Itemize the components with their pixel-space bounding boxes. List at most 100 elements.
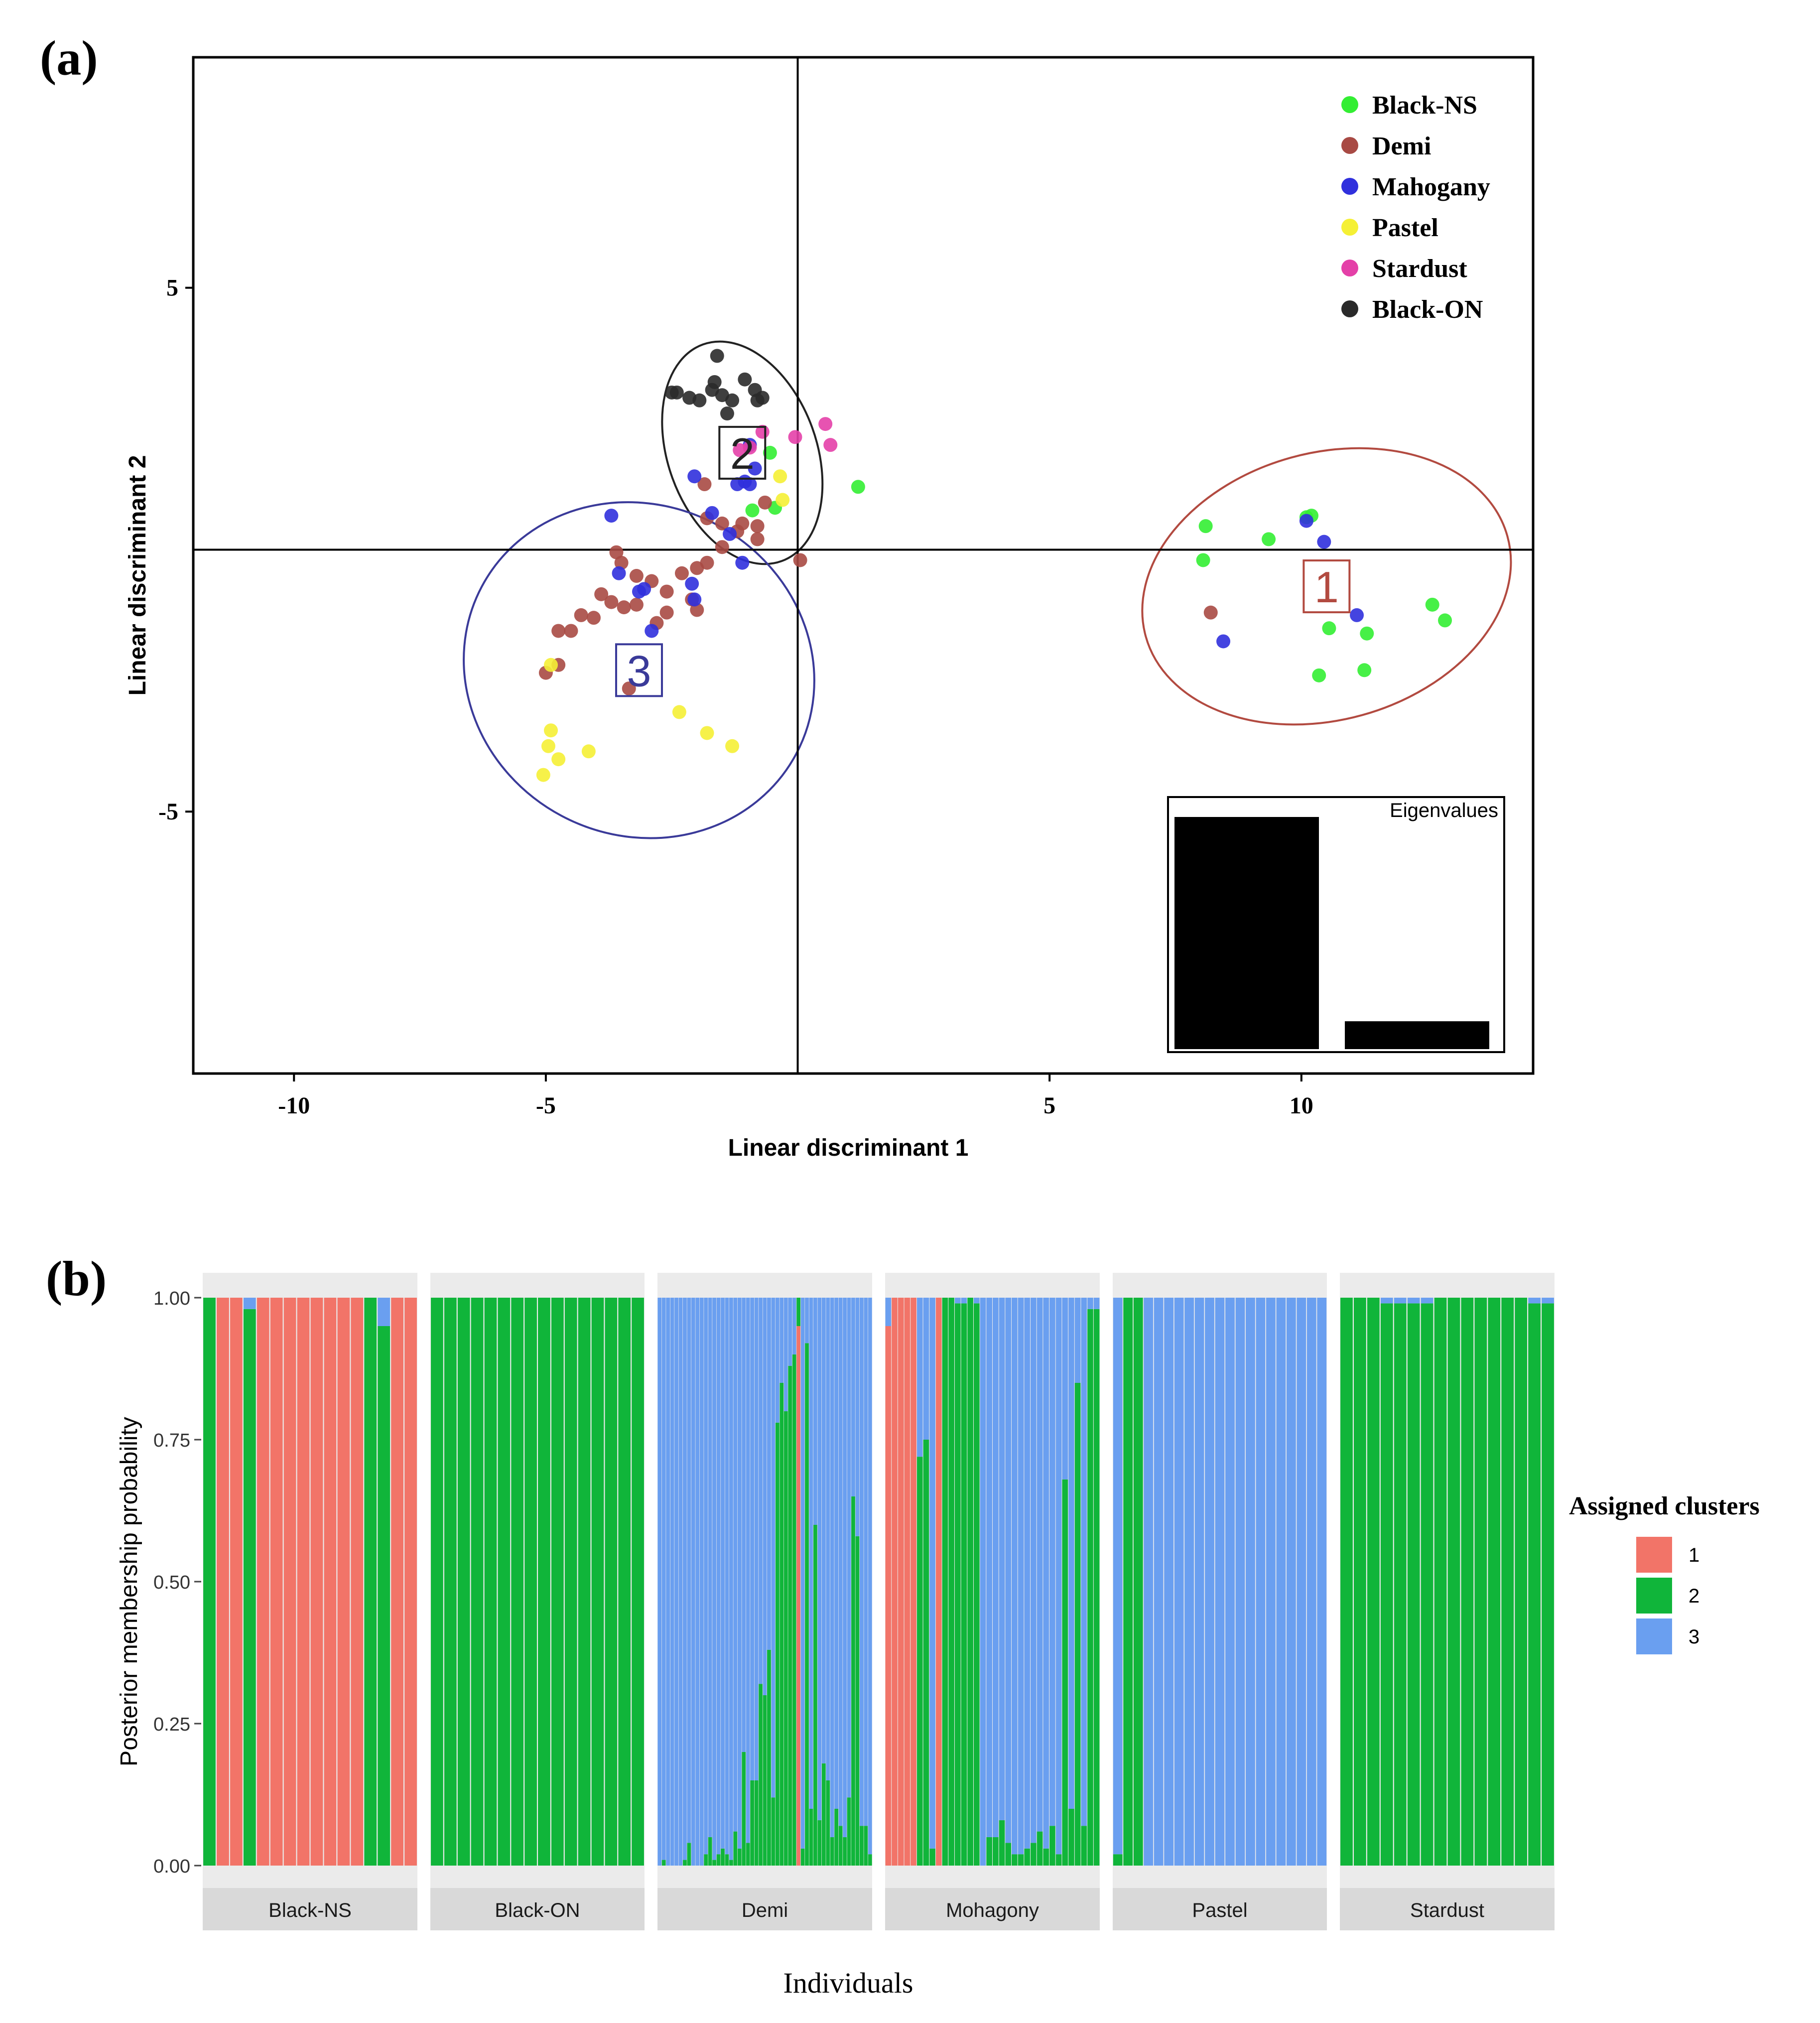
legend-marker	[1341, 219, 1358, 236]
bar-segment-cluster-3	[670, 1298, 674, 1866]
bar-segment-cluster-2	[683, 1860, 687, 1866]
bar-segment-cluster-3	[683, 1298, 687, 1860]
bar-segment-cluster-2	[1055, 1854, 1062, 1866]
legend-marker	[1341, 260, 1358, 276]
bar-segment-cluster-2	[551, 1298, 564, 1866]
bar-segment-cluster-3	[1068, 1298, 1074, 1809]
bar-segment-cluster-3	[1306, 1298, 1316, 1866]
legend-item-black-on: Black-ON	[1341, 295, 1483, 324]
bar-segment-cluster-2	[916, 1457, 923, 1866]
bar-segment-cluster-2	[484, 1298, 497, 1866]
point-demi	[690, 603, 704, 617]
bar-segment-cluster-3	[687, 1298, 691, 1843]
point-demi	[551, 624, 566, 638]
axis-ticks: -10 -5 5 10 5 -5	[158, 275, 1313, 1119]
bar-segment-cluster-3	[1174, 1298, 1184, 1866]
legend-marker	[1341, 178, 1358, 195]
bar-segment-cluster-3	[733, 1298, 738, 1832]
ellipse-cluster-2	[661, 340, 824, 565]
bar-segment-cluster-2	[1012, 1854, 1018, 1866]
bar-segment-cluster-3	[763, 1298, 767, 1695]
bar-segment-cluster-3	[1205, 1298, 1214, 1866]
bar-segment-cluster-1	[935, 1298, 942, 1866]
facet-strip-label: Black-ON	[495, 1899, 580, 1921]
bar-segment-cluster-3	[986, 1298, 992, 1837]
bar-segment-cluster-2	[993, 1837, 999, 1866]
bar-segment-cluster-3	[961, 1298, 967, 1304]
point-demi	[758, 495, 772, 510]
bar-segment-cluster-3	[674, 1298, 678, 1866]
bar-segment-cluster-3	[1407, 1298, 1420, 1304]
bar-segment-cluster-2	[771, 1797, 776, 1866]
bar-segment-cluster-2	[378, 1326, 390, 1866]
bar-segment-cluster-3	[929, 1298, 935, 1849]
bar-segment-cluster-1	[351, 1298, 364, 1866]
bar-segment-cluster-3	[1043, 1298, 1049, 1849]
point-black-ns	[1438, 613, 1452, 628]
bar-segment-cluster-3	[678, 1298, 683, 1866]
facet-strip-label: Mohagony	[946, 1899, 1039, 1921]
bar-segment-cluster-1	[391, 1298, 403, 1866]
bar-segment-cluster-2	[1354, 1298, 1366, 1866]
bar-segment-cluster-2	[1474, 1298, 1487, 1866]
point-black-on	[738, 372, 752, 387]
bar-segment-cluster-2	[843, 1837, 847, 1866]
bar-segment-cluster-2	[967, 1298, 973, 1866]
bar-segment-cluster-3	[716, 1298, 721, 1855]
y-tick-label: -5	[158, 799, 178, 825]
bar-segment-cluster-3	[661, 1298, 666, 1860]
point-mahogany	[637, 582, 651, 596]
bar-segment-cluster-2	[729, 1860, 733, 1866]
bar-segment-cluster-3	[1093, 1298, 1100, 1309]
point-black-ns	[745, 503, 760, 518]
point-demi	[604, 595, 619, 609]
bar-segment-cluster-2	[868, 1854, 872, 1866]
bar-segment-cluster-2	[687, 1843, 691, 1866]
bar-segment-cluster-3	[834, 1298, 839, 1809]
bar-segment-cluster-3	[1012, 1298, 1018, 1855]
point-stardust	[818, 417, 833, 431]
y-tick-label-b: 0.25	[153, 1714, 190, 1735]
bar-segment-cluster-3	[1542, 1298, 1554, 1304]
bar-segment-cluster-2	[661, 1860, 666, 1866]
y-axis-label-a: Linear discriminant 2	[125, 455, 151, 696]
legend-item-cluster-3: 3	[1636, 1618, 1699, 1654]
bar-segment-cluster-2	[742, 1752, 746, 1866]
bar-segment-cluster-2	[783, 1411, 788, 1866]
point-demi	[659, 584, 674, 599]
y-axis-label-b: Posterior membership probability	[116, 1417, 142, 1766]
bar-segment-cluster-2	[948, 1298, 954, 1866]
bar-segment-cluster-1	[796, 1326, 800, 1866]
point-black-ns	[1425, 597, 1439, 612]
facet-strip	[885, 1888, 1100, 1930]
bar-segment-cluster-2	[855, 1536, 860, 1866]
point-demi	[594, 587, 609, 601]
bar-segment-cluster-3	[1246, 1298, 1255, 1866]
bar-segment-cluster-2	[1434, 1298, 1447, 1866]
x-axis-label-b: Individuals	[783, 1967, 913, 1999]
bar-segment-cluster-2	[767, 1649, 771, 1866]
point-mahogany	[1299, 514, 1313, 528]
bar-segment-cluster-3	[1215, 1298, 1225, 1866]
legend-label: Mahogany	[1372, 173, 1490, 201]
point-mahogany	[1317, 535, 1331, 549]
point-black-ns	[763, 445, 777, 460]
bar-segment-cluster-2	[851, 1496, 855, 1866]
point-mahogany	[645, 624, 659, 638]
bar-segment-cluster-1	[892, 1298, 898, 1866]
bar-segment-cluster-3	[973, 1298, 980, 1304]
facet-panels: Black-NS Black-ON Demi Mohagony Pastel Stardu…	[203, 1273, 1555, 1930]
bar-segment-cluster-2	[471, 1298, 484, 1866]
bar-segment-cluster-3	[1154, 1298, 1164, 1866]
bar-segment-cluster-2	[578, 1298, 591, 1866]
scatter-points	[536, 349, 1452, 782]
bar-segment-cluster-2	[954, 1303, 961, 1866]
point-pastel	[700, 726, 714, 740]
point-mahogany	[612, 566, 626, 580]
legend-label: Demi	[1372, 132, 1431, 160]
bar-segment-cluster-3	[775, 1298, 780, 1423]
bar-segment-cluster-2	[1037, 1831, 1043, 1866]
point-demi	[629, 597, 644, 612]
bar-segment-cluster-2	[1380, 1303, 1393, 1866]
bar-segment-cluster-2	[746, 1843, 750, 1866]
